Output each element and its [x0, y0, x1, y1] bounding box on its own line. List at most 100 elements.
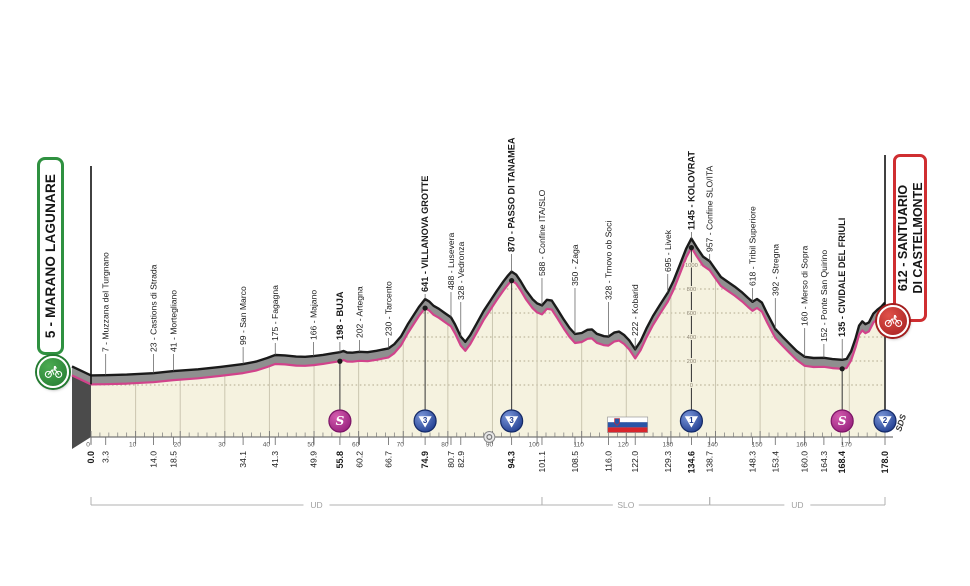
km-label: 178.0	[880, 451, 890, 474]
waypoint-label: 99 - San Marco	[238, 286, 248, 345]
waypoint-label: 175 - Fagagna	[270, 285, 280, 341]
waypoint-label: 230 - Tarcento	[384, 281, 394, 336]
km-label: 14.0	[148, 451, 158, 468]
region-label: UD	[791, 500, 803, 510]
waypoint-label: 166 - Majano	[309, 290, 319, 340]
svg-text:S: S	[838, 414, 847, 428]
km-label: 108.5	[570, 451, 580, 473]
km-label: 41.3	[270, 451, 280, 468]
km-label: 164.3	[819, 451, 829, 473]
waypoint-label: 618 - Tribil Superiore	[748, 206, 758, 286]
km-label: 101.1	[537, 451, 547, 473]
elevation-scale-label: 800	[687, 287, 697, 293]
route-line	[90, 246, 886, 386]
waypoint-label: 222 - Kobarid	[630, 284, 640, 336]
waypoint-label: 160 - Merso di Sopra	[800, 246, 810, 326]
km-label: 55.8	[335, 451, 345, 469]
region-label: SLO	[617, 500, 634, 510]
axis-tick-label: 110	[573, 442, 584, 449]
svg-text:3: 3	[509, 416, 514, 425]
axis-tick-label: 160	[796, 442, 807, 449]
km-label: 134.6	[686, 451, 696, 474]
tunnel-icon	[483, 431, 496, 443]
start-location-text: 5 - MARANO LAGUNARE	[43, 173, 58, 339]
axis-tick-label: 70	[397, 442, 405, 449]
km-label: 80.7	[446, 451, 456, 468]
waypoint-label: 1145 - KOLOVRAT	[686, 151, 696, 230]
slovenia-flag-icon	[607, 416, 649, 433]
km-label: 160.0	[800, 451, 810, 473]
region-bracket: UD	[90, 497, 543, 510]
waypoint-label: 328 - Trnovo ob Soci	[603, 221, 613, 300]
km-label: 153.4	[770, 451, 780, 473]
finish-location-label: 612 - SANTUARIO DI CASTELMONTE	[893, 154, 927, 322]
axis-tick-label: 0	[86, 442, 90, 449]
elevation-scale-label: 1000	[685, 263, 698, 269]
axis-tick-label: 120	[618, 442, 629, 449]
axis-tick-label: 100	[529, 442, 540, 449]
km-label: 0.0	[86, 451, 96, 464]
start-location-label: 5 - MARANO LAGUNARE	[37, 157, 64, 355]
km-label: 116.0	[603, 451, 613, 472]
km-label: 66.7	[384, 451, 394, 468]
finish-cyclist-badge	[877, 305, 909, 337]
km-label: 34.1	[238, 451, 248, 468]
km-label: 148.3	[748, 451, 758, 473]
waypoint-label: 488 - Lusevera	[446, 232, 456, 290]
cyclist-icon	[44, 365, 62, 378]
start-cyclist-badge	[37, 356, 69, 388]
elevation-scale-label: 200	[687, 359, 697, 365]
finish-location-text-line2: DI CASTELMONTE	[910, 182, 925, 294]
waypoint-label: 202 - Artegna	[355, 286, 365, 338]
region-label: UD	[310, 500, 322, 510]
axis-tick-label: 80	[441, 442, 449, 449]
axis-tick-label: 150	[752, 442, 763, 449]
sprint-marker: S	[328, 358, 352, 433]
finish-location-text-line1: 612 - SANTUARIO	[896, 184, 910, 292]
gpm-marker: 1	[679, 245, 704, 433]
km-label: 60.2	[355, 451, 365, 468]
waypoint-label: 870 - PASSO DI TANAMEA	[507, 137, 517, 252]
axis-tick-label: 60	[352, 442, 360, 449]
waypoint-label: 957 - Confine SLO/ITA	[705, 165, 715, 252]
km-label: 74.9	[420, 451, 430, 469]
svg-text:1: 1	[689, 416, 694, 425]
svg-text:3: 3	[423, 416, 428, 425]
km-label: 168.4	[837, 451, 847, 474]
km-label: 82.9	[456, 451, 466, 468]
svg-text:S: S	[336, 414, 345, 428]
sprint-marker: S	[830, 366, 854, 433]
profile-fill	[91, 247, 885, 437]
axis-tick-label: 50	[307, 442, 315, 449]
waypoint-label: 695 - Livek	[663, 229, 673, 272]
waypoint-label: 41 - Mortegliano	[169, 290, 179, 352]
region-bracket: SLO	[541, 497, 711, 510]
km-label: 129.3	[663, 451, 673, 473]
waypoint-label: 588 - Confine ITA/SLO	[537, 189, 547, 276]
axis-tick-label: 10	[129, 442, 137, 449]
waypoint-label: 198 - BUJA	[335, 291, 345, 340]
profile-top-edge	[90, 237, 886, 377]
km-label: 138.7	[705, 451, 715, 473]
gpm-marker: 3	[413, 305, 437, 433]
waypoint-label: 7 - Muzzana del Turgnano	[101, 252, 111, 352]
waypoint-label: 392 - Stregna	[770, 244, 780, 296]
axis-tick-label: 140	[707, 442, 718, 449]
gpm-marker: 3	[500, 278, 524, 433]
elevation-scale-label: 400	[687, 335, 697, 341]
waypoint-label: 23 - Castions di Strada	[148, 264, 158, 352]
km-label: 3.3	[101, 451, 111, 463]
axis-tick-label: 40	[263, 442, 271, 449]
axis-tick-label: 20	[174, 442, 182, 449]
km-label: 49.9	[309, 451, 319, 468]
km-label: 94.3	[507, 451, 517, 469]
tunnel-icon	[486, 434, 493, 441]
waypoint-label: 152 - Ponte San Quirino	[819, 250, 829, 342]
axis-tick-label: 30	[218, 442, 226, 449]
km-label: 122.0	[630, 451, 640, 473]
designer-signature: SDS	[893, 413, 908, 433]
waypoint-label: 641 - VILLANOVA GROTTE	[420, 176, 430, 292]
waypoint-label: 135 - CIVIDALE DEL FRIULI	[837, 218, 847, 337]
